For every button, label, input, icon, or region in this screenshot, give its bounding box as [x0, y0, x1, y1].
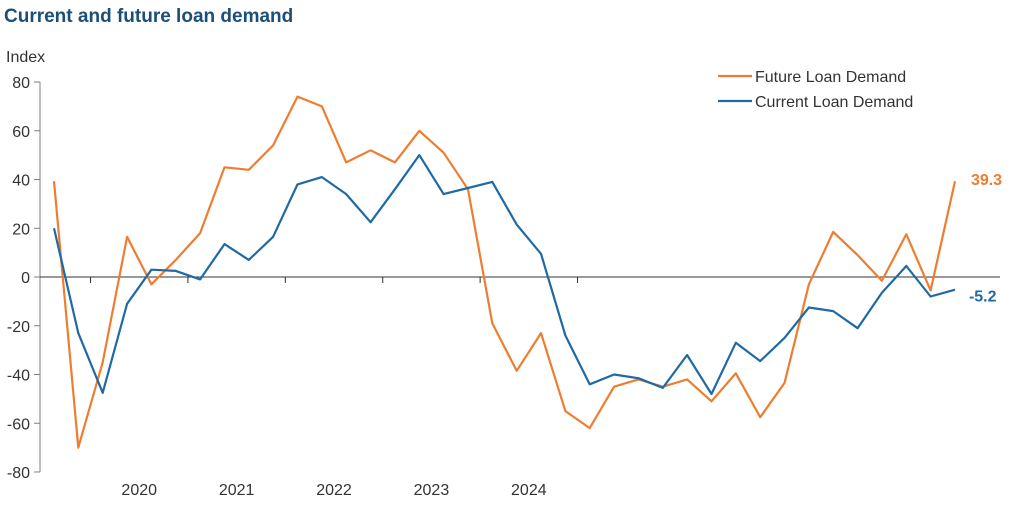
series-lines	[52, 95, 957, 449]
y-tick-label: -60	[7, 416, 30, 433]
legend-label: Current Loan Demand	[755, 94, 913, 111]
y-tick-label: 60	[12, 124, 30, 141]
end-value-label: -5.2	[969, 289, 997, 306]
y-tick-label: 0	[21, 270, 30, 287]
x-tick-label: 2023	[414, 482, 450, 499]
y-tick-label: -80	[7, 465, 30, 482]
y-tick-label: 40	[12, 173, 30, 190]
y-axis: 80 60 40 20 0 -20 -40 -60 -80	[7, 75, 41, 482]
series-line-future	[52, 95, 957, 449]
x-tick-label: 2022	[316, 482, 352, 499]
y-tick-label: -40	[7, 368, 30, 385]
x-tick-label: 2024	[511, 482, 547, 499]
legend-label: Future Loan Demand	[755, 69, 906, 86]
chart-title: Current and future loan demand	[4, 6, 294, 27]
y-tick-label: 20	[12, 221, 30, 238]
x-axis: 2020 2021 2022 2023 2024	[40, 276, 1000, 499]
end-labels: 39.3 -5.2	[969, 172, 1002, 305]
x-tick-label: 2020	[121, 482, 157, 499]
series-line-current	[52, 154, 956, 396]
y-tick-label: -20	[7, 319, 30, 336]
end-value-label: 39.3	[971, 172, 1002, 189]
legend: Future Loan Demand Current Loan Demand	[718, 69, 913, 111]
x-tick-label: 2021	[219, 482, 255, 499]
y-tick-label: 80	[12, 75, 30, 92]
y-axis-label: Index	[6, 49, 45, 66]
